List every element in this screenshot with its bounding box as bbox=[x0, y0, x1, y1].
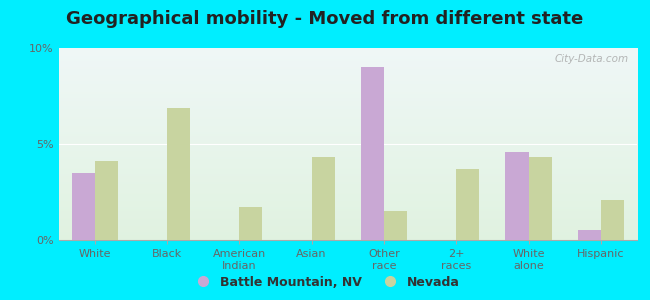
Text: Geographical mobility - Moved from different state: Geographical mobility - Moved from diffe… bbox=[66, 11, 584, 28]
Bar bbox=[239, 207, 263, 240]
Legend: Battle Mountain, NV, Nevada: Battle Mountain, NV, Nevada bbox=[185, 271, 465, 294]
Bar bbox=[72, 173, 95, 240]
Bar bbox=[456, 169, 479, 240]
Text: City-Data.com: City-Data.com bbox=[554, 54, 629, 64]
Bar bbox=[311, 158, 335, 240]
Bar bbox=[506, 152, 528, 240]
Bar bbox=[384, 211, 407, 240]
Bar bbox=[578, 230, 601, 240]
Bar bbox=[167, 107, 190, 240]
Bar bbox=[601, 200, 624, 240]
Bar bbox=[528, 158, 552, 240]
Bar bbox=[361, 67, 384, 240]
Bar bbox=[95, 161, 118, 240]
